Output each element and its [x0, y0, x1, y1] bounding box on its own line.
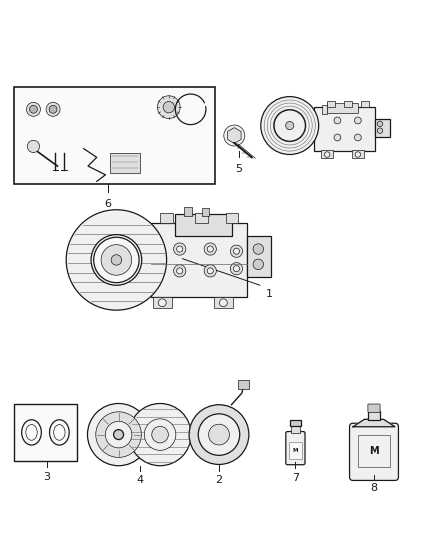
Bar: [14, 404, 77, 461]
Circle shape: [29, 106, 37, 113]
Bar: [14, 87, 215, 183]
Circle shape: [152, 426, 168, 443]
Bar: [322, 105, 327, 114]
Text: 3: 3: [43, 472, 50, 482]
Circle shape: [189, 405, 249, 464]
Circle shape: [88, 403, 150, 466]
Bar: [160, 213, 173, 223]
Text: M: M: [293, 448, 298, 453]
Bar: [151, 223, 247, 297]
Circle shape: [105, 421, 132, 448]
Bar: [152, 297, 172, 308]
Bar: [226, 213, 238, 223]
Bar: [360, 101, 369, 107]
Circle shape: [204, 265, 216, 277]
Bar: [290, 420, 301, 426]
Bar: [201, 208, 209, 216]
Circle shape: [355, 152, 360, 157]
Text: 5: 5: [235, 164, 242, 174]
Circle shape: [208, 424, 230, 445]
Circle shape: [233, 265, 240, 272]
Circle shape: [113, 430, 124, 440]
Text: 7: 7: [292, 473, 299, 482]
Circle shape: [334, 134, 341, 141]
Circle shape: [204, 243, 216, 255]
FancyBboxPatch shape: [368, 404, 380, 413]
Bar: [358, 434, 390, 467]
Circle shape: [253, 259, 264, 270]
Circle shape: [144, 419, 176, 450]
Text: 8: 8: [371, 483, 378, 494]
Bar: [289, 442, 302, 458]
Bar: [291, 425, 300, 433]
Polygon shape: [353, 419, 395, 427]
Bar: [110, 153, 141, 173]
Circle shape: [96, 412, 141, 457]
Circle shape: [325, 152, 330, 157]
Ellipse shape: [274, 110, 305, 141]
Circle shape: [173, 265, 186, 277]
Circle shape: [26, 102, 40, 116]
Circle shape: [377, 121, 383, 126]
Circle shape: [49, 106, 57, 113]
Text: 4: 4: [137, 475, 144, 485]
Text: 1: 1: [266, 289, 273, 299]
Bar: [326, 101, 335, 107]
Circle shape: [207, 246, 213, 252]
Bar: [375, 119, 390, 138]
Bar: [327, 103, 358, 112]
Circle shape: [101, 245, 132, 275]
Circle shape: [177, 268, 183, 274]
Bar: [184, 207, 192, 216]
Circle shape: [157, 96, 180, 118]
Circle shape: [111, 255, 122, 265]
Circle shape: [46, 102, 60, 116]
Circle shape: [354, 134, 361, 141]
Text: 2: 2: [215, 475, 223, 485]
Circle shape: [253, 244, 264, 254]
Circle shape: [66, 210, 166, 310]
Text: M: M: [369, 446, 379, 456]
Circle shape: [91, 235, 142, 285]
Bar: [321, 150, 333, 158]
Circle shape: [158, 299, 166, 306]
Circle shape: [230, 263, 243, 275]
Bar: [247, 236, 272, 277]
Bar: [368, 411, 380, 420]
Polygon shape: [227, 128, 241, 143]
Circle shape: [129, 403, 191, 466]
Circle shape: [354, 117, 361, 124]
Bar: [352, 150, 364, 158]
Circle shape: [286, 122, 294, 130]
Bar: [314, 107, 375, 151]
Circle shape: [230, 245, 243, 257]
Circle shape: [219, 299, 227, 306]
Circle shape: [233, 248, 240, 254]
Circle shape: [27, 140, 39, 152]
Circle shape: [377, 128, 383, 133]
Bar: [238, 380, 249, 389]
Bar: [214, 297, 233, 308]
Bar: [175, 214, 232, 236]
Circle shape: [274, 110, 305, 141]
Circle shape: [261, 96, 319, 155]
Bar: [343, 101, 352, 107]
Circle shape: [280, 116, 299, 135]
Circle shape: [94, 237, 139, 282]
Bar: [195, 213, 208, 223]
Circle shape: [163, 101, 174, 113]
Circle shape: [207, 268, 213, 274]
Circle shape: [198, 414, 240, 455]
FancyBboxPatch shape: [350, 423, 399, 480]
FancyBboxPatch shape: [286, 432, 305, 465]
Circle shape: [224, 125, 245, 146]
Circle shape: [334, 117, 341, 124]
Circle shape: [177, 246, 183, 252]
Text: 6: 6: [104, 199, 111, 209]
Circle shape: [173, 243, 186, 255]
